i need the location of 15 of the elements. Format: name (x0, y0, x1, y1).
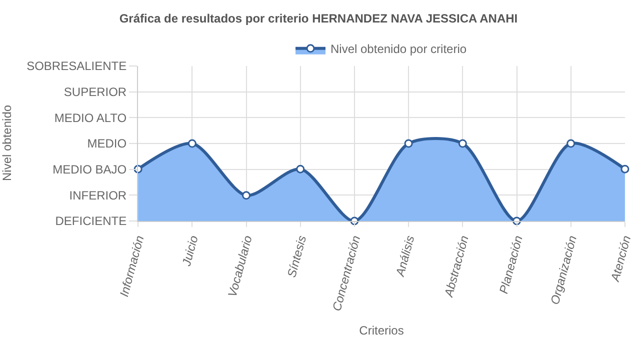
x-tick-label: Análisis (392, 234, 418, 279)
x-axis-title: Criterios (359, 323, 404, 338)
text: Nivel obtenido (0, 104, 14, 182)
category-label: MEDIO BAJO (52, 162, 127, 177)
category-label: MEDIO (87, 136, 127, 151)
x-tick-label: Atención (608, 234, 634, 284)
chart-title: Gráfica de resultados por criterio HERNANDEZ NAVA JESSICA ANAHI (119, 11, 518, 26)
category-label: DEFICIENTE (55, 214, 127, 228)
x-tick-label: Síntesis (284, 234, 310, 279)
category-label: MEDIO ALTO (54, 110, 127, 125)
x-tick-label: Juicio (179, 234, 201, 268)
category-label: SUPERIOR (64, 85, 127, 100)
category-label: INFERIOR (69, 188, 127, 202)
legend-label: Nivel obtenido por criterio (330, 42, 467, 56)
category-label: SOBRESALIENTE (26, 59, 127, 74)
